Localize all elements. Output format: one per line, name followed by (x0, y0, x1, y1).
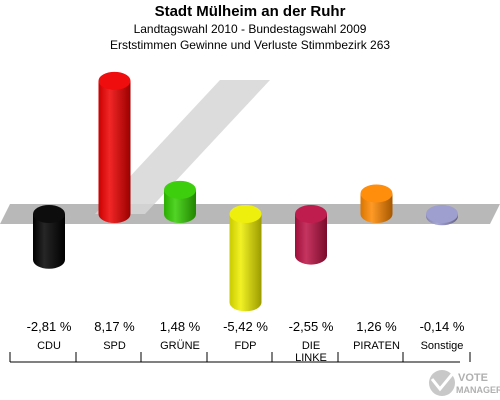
bar-sonstige (426, 205, 458, 226)
value-label: -2,81 % (27, 319, 72, 334)
category-label: CDU (37, 340, 61, 352)
value-label: 8,17 % (94, 319, 135, 334)
category-label: SPD (103, 340, 126, 352)
chart-subtitle: Landtagswahl 2010 - Bundestagswahl 2009 (133, 22, 367, 36)
bar-piraten (360, 184, 393, 223)
value-labels: -2,81 % 8,17 % 1,48 % -5,42 % -2,55 % 1,26 % -… (27, 319, 465, 334)
category-label: PIRATEN (353, 340, 400, 352)
bars (33, 71, 458, 312)
value-label: 1,48 % (160, 319, 201, 334)
logo-text: MANAGER (456, 385, 500, 395)
category-label: Sonstige (421, 340, 464, 352)
logo-text: VOTE (458, 372, 488, 384)
bar-gr-ne (164, 180, 196, 223)
category-label: LINKE (295, 352, 327, 364)
chart-title: Stadt Mülheim an der Ruhr (154, 3, 346, 20)
category-label: FDP (235, 340, 257, 352)
category-label: DIE (302, 340, 320, 352)
floor-shadow (95, 80, 270, 214)
value-label: -0,14 % (420, 319, 465, 334)
baseline-floor (0, 80, 500, 224)
check-icon (430, 371, 456, 392)
bar-die-linke (295, 205, 327, 265)
value-label: -2,55 % (289, 319, 334, 334)
bar-spd (98, 71, 131, 223)
bar-cdu (33, 205, 65, 269)
bar-fdp (229, 205, 262, 312)
value-label: 1,26 % (356, 319, 397, 334)
category-label: GRÜNE (160, 340, 200, 352)
value-label: -5,42 % (223, 319, 268, 334)
chart-subtitle-2: Erststimmen Gewinne und Verluste Stimmbe… (109, 38, 391, 52)
